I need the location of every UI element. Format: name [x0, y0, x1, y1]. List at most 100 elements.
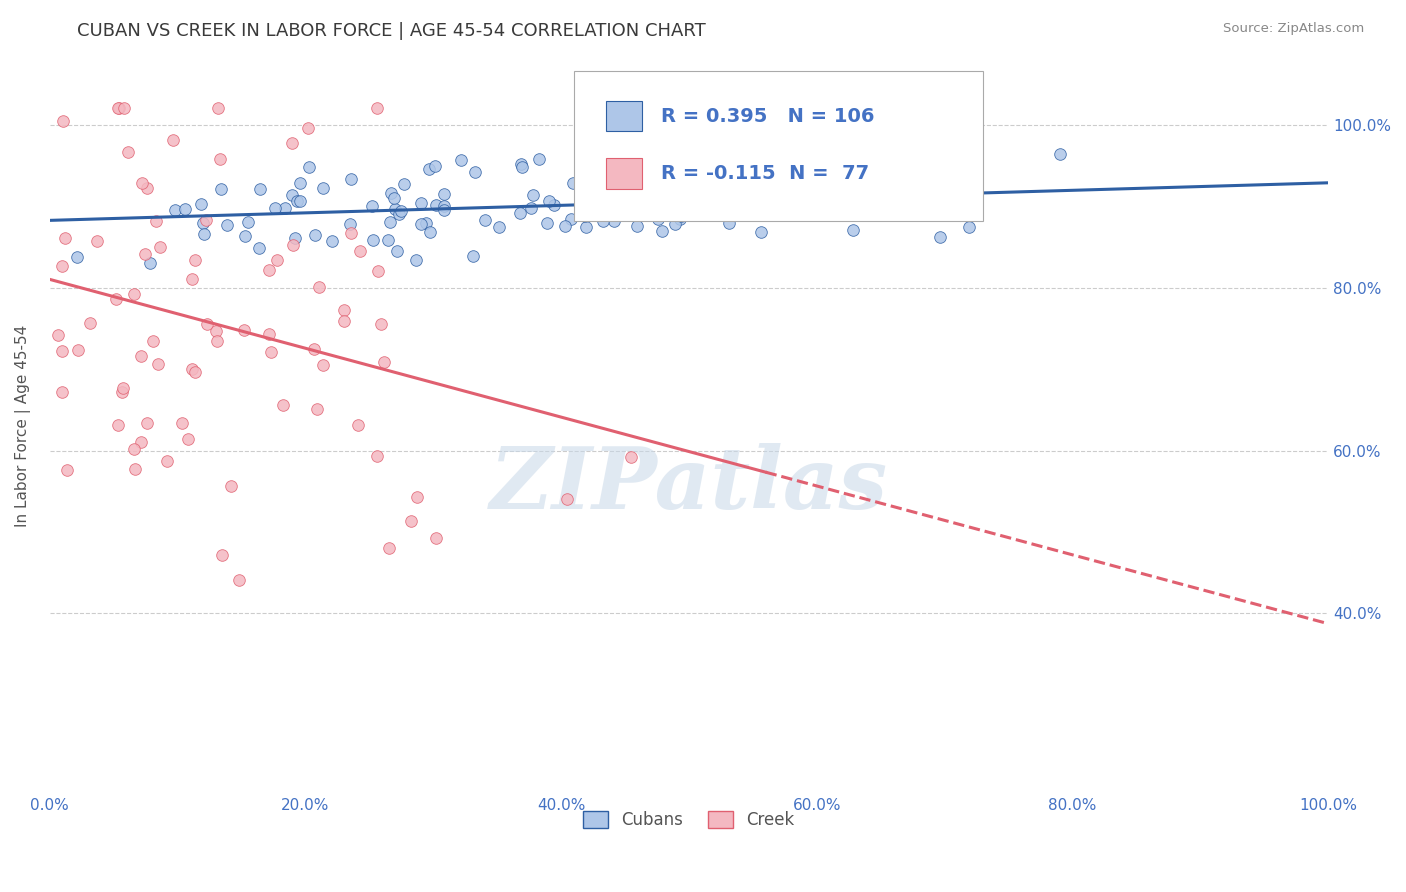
Point [755, 187, 778, 202]
Point [332, 302, 354, 317]
Point [647, 212, 669, 227]
Text: R = -0.115  N =  77: R = -0.115 N = 77 [661, 164, 869, 183]
Point [349, 244, 371, 259]
Point [339, 218, 361, 232]
Point [578, 170, 600, 185]
Point [409, 218, 432, 232]
Point [768, 174, 790, 188]
Point [560, 211, 582, 226]
Point [366, 102, 388, 116]
Point [53, 231, 76, 245]
Point [509, 157, 531, 171]
Point [129, 350, 152, 364]
Point [177, 433, 200, 447]
Point [678, 193, 700, 207]
Point [419, 225, 441, 239]
Point [575, 186, 598, 200]
Y-axis label: In Labor Force | Age 45-54: In Labor Force | Age 45-54 [15, 325, 31, 527]
Point [112, 102, 135, 116]
Point [131, 176, 153, 190]
Point [347, 418, 370, 433]
Point [259, 263, 281, 277]
Point [596, 161, 619, 175]
Point [669, 211, 692, 226]
Point [297, 120, 319, 135]
Point [181, 362, 204, 376]
Point [380, 186, 402, 200]
Point [450, 153, 472, 167]
Point [884, 186, 907, 201]
Point [425, 198, 447, 212]
Point [388, 207, 411, 221]
Point [603, 213, 626, 227]
Point [509, 206, 531, 220]
Point [209, 152, 232, 166]
Point [136, 417, 159, 431]
Point [56, 463, 79, 477]
Point [271, 398, 294, 412]
Point [401, 514, 423, 528]
Point [377, 233, 399, 247]
Point [65, 250, 87, 264]
Point [105, 292, 128, 306]
Point [617, 174, 640, 188]
Point [184, 253, 207, 268]
Point [592, 213, 614, 227]
Point [1049, 146, 1071, 161]
Point [136, 181, 159, 195]
Point [145, 214, 167, 228]
Point [575, 219, 598, 234]
Point [51, 259, 73, 273]
Point [298, 160, 321, 174]
FancyBboxPatch shape [606, 101, 641, 131]
Point [162, 133, 184, 147]
Point [339, 172, 361, 186]
Point [433, 199, 456, 213]
Point [312, 181, 335, 195]
Point [194, 213, 217, 227]
Point [195, 317, 218, 331]
Point [538, 194, 561, 208]
Point [367, 264, 389, 278]
Point [676, 159, 699, 173]
Point [934, 193, 956, 207]
Text: R = 0.395   N = 106: R = 0.395 N = 106 [661, 106, 875, 126]
Point [418, 162, 440, 177]
Point [366, 449, 388, 463]
Point [146, 357, 169, 371]
Point [669, 179, 692, 194]
Point [207, 102, 229, 116]
Point [215, 218, 238, 232]
Point [142, 334, 165, 349]
Point [207, 334, 229, 348]
Point [193, 227, 215, 241]
Point [117, 145, 139, 160]
Point [942, 183, 965, 197]
Point [184, 365, 207, 379]
FancyBboxPatch shape [574, 70, 983, 221]
Point [204, 324, 226, 338]
Point [219, 479, 242, 493]
Point [174, 202, 197, 217]
Point [527, 153, 550, 167]
Point [842, 222, 865, 236]
Point [273, 201, 295, 215]
Point [307, 401, 329, 416]
Point [571, 198, 593, 212]
Point [249, 182, 271, 196]
Point [382, 191, 405, 205]
Point [281, 187, 304, 202]
Point [841, 184, 863, 198]
Point [425, 532, 447, 546]
Point [626, 219, 648, 234]
Point [156, 454, 179, 468]
Point [264, 202, 287, 216]
Point [260, 345, 283, 359]
Point [620, 450, 643, 465]
Text: Source: ZipAtlas.com: Source: ZipAtlas.com [1223, 22, 1364, 36]
Point [288, 194, 311, 208]
Point [149, 240, 172, 254]
Point [651, 224, 673, 238]
Point [361, 199, 384, 213]
Point [423, 159, 446, 173]
